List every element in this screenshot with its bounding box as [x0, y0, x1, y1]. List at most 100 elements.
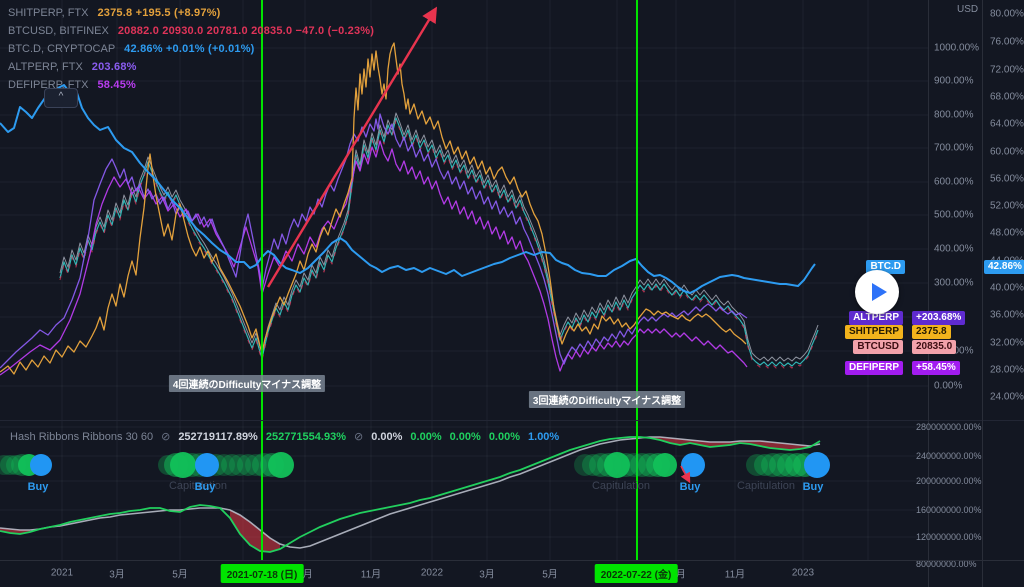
indicator-value: 0.00%: [410, 430, 442, 443]
buy-label: Buy: [802, 481, 824, 493]
legend-row-3[interactable]: BTC.D, CRYPTOCAP 42.86% +0.01% (+0.01%): [8, 40, 374, 58]
legend-symbol-values: 203.68%: [91, 61, 137, 73]
buy-marker-blue: [681, 453, 705, 477]
legend-symbol-values: 20882.0 20930.0 20781.0 20835.0 −47.0 (−…: [117, 25, 375, 37]
hash-rate-tick: 280000000.00%: [916, 422, 982, 432]
time-axis-label: 11月: [360, 569, 382, 581]
play-icon: [871, 283, 887, 301]
time-axis-label: 3月: [479, 569, 495, 581]
legend-symbol-values: 42.86% +0.01% (+0.01%): [124, 43, 255, 55]
hash-rate-tick: 240000000.00%: [916, 451, 982, 461]
buy-marker-green: [245, 454, 267, 476]
indicator-value: 252771554.93%: [265, 430, 346, 443]
buy-marker-green: [622, 453, 646, 477]
time-axis-label: 5月: [542, 569, 558, 581]
red-trend-arrow[interactable]: [266, 6, 438, 288]
hash-ribbon-30-line: [0, 436, 821, 553]
price-tick-right-scale: 56.00%: [990, 173, 1024, 185]
price-tick-right-scale: 28.00%: [990, 364, 1024, 376]
time-axis-label: 9月: [670, 569, 686, 581]
price-series: [0, 42, 821, 553]
buy-marker-green: [268, 452, 294, 478]
indicator-value: 1.00%: [528, 430, 560, 443]
legend-symbol-values: 2375.8 +195.5 (+8.97%): [97, 7, 221, 19]
buy-signal-markers: [0, 452, 830, 478]
price-tick-right-scale: 72.00%: [990, 64, 1024, 76]
event-vertical-lines[interactable]: [261, 0, 638, 561]
symbol-price-badge: +203.68%: [912, 311, 966, 325]
hidden-source-icon: ⊘: [353, 431, 364, 443]
buy-marker-blue: [30, 454, 52, 476]
buy-marker-green: [604, 452, 630, 478]
buy-marker-green: [761, 453, 785, 477]
price-tick-left-scale: 700.00%: [934, 142, 974, 154]
price-tick-left-scale: 1000.00%: [934, 42, 980, 54]
price-tick-right-scale: 76.00%: [990, 36, 1024, 48]
buy-marker-green: [754, 454, 776, 476]
legend-row-4[interactable]: ALTPERP, FTX 203.68%: [8, 58, 374, 76]
series-btcusd-line: [59, 117, 819, 367]
buy-marker-green: [0, 455, 14, 475]
price-tick-left-scale: 300.00%: [934, 277, 974, 289]
legend-row-1[interactable]: SHITPERP, FTX 2375.8 +195.5 (+8.97%): [8, 4, 374, 22]
hash-rate-tick: 160000000.00%: [916, 505, 982, 515]
indicator-value: 0.00%: [488, 430, 521, 443]
price-tick-left-scale: 800.00%: [934, 109, 974, 121]
time-axis[interactable]: 2021 3月 5月 9月 11月 2022 3月 5月 9月 11月 2023 2021-07-18…: [0, 560, 1024, 587]
capitulation-label: Capitulation: [168, 480, 228, 492]
buy-label: Buy: [194, 481, 216, 493]
price-scale-column[interactable]: [928, 0, 1024, 587]
indicator-title[interactable]: Hash Ribbons Ribbons 30 60: [10, 430, 154, 443]
legend-symbol-name: BTCUSD, BITFINEX: [8, 25, 109, 37]
buy-marker-blue: [195, 453, 219, 477]
price-tick-right-scale: 60.00%: [990, 146, 1024, 158]
difficulty-annotation[interactable]: 3回連続のDifficultyマイナス調整: [528, 391, 686, 408]
hash-rate-tick: 80000000.00%: [916, 559, 977, 569]
indicator-value: 0.00%: [371, 430, 403, 443]
time-axis-label: 3月: [109, 569, 125, 581]
event-date-badge: 2021-07-18 (日): [220, 564, 304, 583]
buy-label: Buy: [27, 481, 49, 493]
hidden-source-icon: ⊘: [161, 431, 171, 443]
indicator-legend: Hash Ribbons Ribbons 30 60 ⊘ 252719117.89%…: [10, 430, 560, 444]
legend-row-2[interactable]: BTCUSD, BITFINEX 20882.0 20930.0 20781.0 …: [8, 22, 374, 40]
price-scale-divider[interactable]: [982, 0, 983, 587]
time-axis-label: 2023: [791, 567, 815, 579]
difficulty-annotation[interactable]: 4回連続のDifficultyマイナス調整: [168, 375, 326, 392]
trend-arrows[interactable]: [266, 6, 691, 484]
time-axis-label: 11月: [724, 569, 746, 581]
symbol-name-badge: ALTPERP: [849, 311, 903, 325]
legend-collapse-button[interactable]: ^: [44, 88, 78, 108]
indicator-value: 252719117.89%: [178, 430, 258, 443]
symbol-name-badge: BTCUSD: [853, 340, 903, 354]
symbol-name-badge: SHITPERP: [844, 325, 903, 339]
red-trend-arrow[interactable]: [680, 465, 691, 484]
symbol-price-badge: +58.45%: [912, 361, 960, 375]
price-tick-right-scale: 52.00%: [990, 200, 1024, 212]
price-tick-right-scale: 24.00%: [990, 391, 1024, 403]
price-tick-right-scale: 48.00%: [990, 227, 1024, 239]
buy-marker-green: [653, 453, 677, 477]
legend-symbol-name: ALTPERP, FTX: [8, 61, 83, 73]
play-button[interactable]: [855, 270, 899, 314]
time-axis-label: 2021: [50, 567, 74, 579]
main-legend: SHITPERP, FTX 2375.8 +195.5 (+8.97%) BTCUS…: [8, 4, 374, 94]
symbol-price-badge: 2375.8: [912, 325, 951, 339]
capitulation-label: Capitulation: [591, 480, 651, 492]
hash-rate-tick: 200000000.00%: [916, 476, 982, 486]
buy-marker-green: [574, 454, 596, 476]
buy-marker-green: [614, 453, 638, 477]
price-tick-left-scale: 0.00%: [934, 380, 963, 392]
symbol-price-badge: 42.86%: [984, 260, 1024, 274]
buy-marker-green: [221, 454, 243, 476]
buy-marker-green: [170, 452, 196, 478]
symbol-price-badge: 20835.0: [912, 340, 957, 354]
price-tick-right-scale: 68.00%: [990, 91, 1024, 103]
indicator-value: 0.00%: [449, 430, 481, 443]
chart-canvas[interactable]: [0, 0, 928, 561]
series-btcusd-red-line: [59, 119, 819, 369]
time-axis-label: 9月: [297, 569, 313, 581]
series-defiperp-line: [0, 140, 748, 376]
pane-separator[interactable]: [0, 420, 1024, 421]
